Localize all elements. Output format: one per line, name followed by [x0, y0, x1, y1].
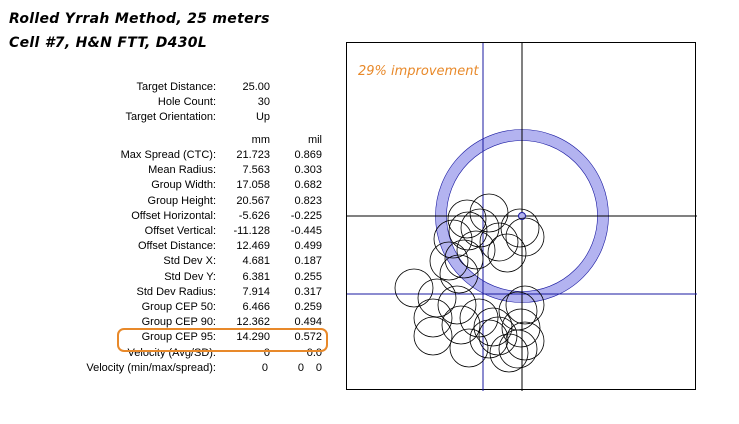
stat-mm-value: 7.563	[242, 164, 270, 177]
target-plot	[346, 42, 697, 391]
stat-mil-value: 0.259	[294, 301, 322, 313]
stat-mil-value: 0.494	[294, 316, 322, 329]
stat-mil-value: 0.303	[294, 164, 322, 177]
info-value: 25.00	[242, 81, 270, 93]
info-label: Hole Count:	[157, 96, 216, 108]
stat-mil-value: 0.572	[294, 331, 322, 344]
stat-mm-value: 21.723	[236, 149, 270, 161]
stat-mm-value: -5.626	[238, 209, 270, 222]
shot-hole	[449, 328, 489, 368]
info-label: Target Distance:	[136, 81, 216, 93]
shot-hole	[433, 219, 473, 259]
shot-hole	[413, 316, 453, 356]
shot-hole	[429, 241, 469, 281]
stat-label: Max Spread (CTC):	[120, 149, 216, 161]
velocity-max: 0	[297, 362, 304, 374]
shot-hole	[448, 211, 488, 251]
stat-label: Group Width:	[151, 179, 216, 192]
shot-hole	[500, 208, 540, 248]
velocity-spread: 0	[315, 362, 322, 374]
target-svg	[347, 43, 697, 391]
stat-mm-value: 6.381	[242, 270, 270, 283]
shot-hole	[498, 329, 538, 369]
stat-mil-value: -0.225	[290, 209, 322, 222]
shot-hole	[417, 278, 457, 318]
velocity-min: 0	[261, 362, 268, 374]
stat-label: Std Dev Radius:	[136, 285, 216, 298]
stat-mil-value: 0.499	[294, 240, 322, 253]
stat-label: Velocity (min/max/spread):	[86, 362, 216, 374]
stat-mm-value: 6.466	[242, 301, 270, 313]
shot-hole	[447, 199, 487, 239]
stat-label: Std Dev X:	[163, 255, 216, 268]
stat-mil-value: 0.682	[294, 179, 322, 192]
shot-hole	[456, 230, 496, 270]
chart-subtitle: Cell #7, H&N FTT, D430L	[9, 35, 208, 51]
stat-label: Group Height:	[147, 194, 216, 207]
shot-hole	[505, 285, 545, 325]
stat-mil-value: 0.255	[294, 270, 322, 283]
shot-hole	[394, 268, 434, 308]
info-label: Target Orientation:	[125, 111, 217, 123]
info-value: Up	[255, 111, 270, 123]
shot-hole	[479, 222, 519, 262]
stat-label: Group CEP 90:	[141, 316, 216, 329]
shot-hole	[460, 208, 500, 248]
info-value: 30	[257, 96, 270, 108]
shot-hole	[489, 333, 529, 373]
shot-hole	[501, 308, 541, 348]
shot-hole	[444, 239, 484, 279]
stat-label: Mean Radius:	[148, 164, 216, 177]
stat-mil-value: 0.187	[294, 255, 322, 268]
shot-hole	[505, 217, 545, 257]
stat-label: Velocity (Avg/SD):	[127, 346, 216, 359]
stat-label: Offset Distance:	[137, 240, 216, 253]
shot-hole	[487, 233, 527, 273]
stat-mm-value: 14.290	[236, 331, 270, 344]
shot-hole	[437, 285, 477, 325]
cep95-highlight-box	[117, 328, 328, 352]
stat-mm-value: 7.914	[242, 285, 270, 298]
stat-mm-value: 17.058	[236, 179, 270, 192]
stat-mm-value: 0	[263, 346, 270, 359]
stat-mm-value: 12.469	[236, 240, 270, 253]
stat-mil-value: 0.0	[306, 346, 322, 359]
stat-label: Offset Horizontal:	[131, 209, 216, 222]
stat-mil-value: 0.869	[294, 149, 322, 161]
unit-mm-header: mm	[251, 134, 270, 146]
shot-hole	[439, 254, 479, 294]
stat-mil-value: -0.445	[290, 225, 322, 237]
shot-hole	[505, 321, 545, 361]
stat-label: Offset Vertical:	[144, 225, 216, 237]
stat-label: Group CEP 95:	[141, 331, 216, 344]
stat-mil-value: 0.317	[294, 285, 322, 298]
improvement-note: 29% improvement	[358, 64, 479, 79]
unit-mil-header: mil	[307, 134, 322, 146]
shot-hole	[469, 319, 509, 359]
stat-label: Group CEP 50:	[141, 301, 216, 313]
stat-mm-value: -11.128	[233, 225, 271, 237]
shot-hole	[441, 305, 481, 345]
shot-hole	[413, 298, 453, 338]
chart-title: Rolled Yrrah Method, 25 meters	[9, 11, 270, 27]
stat-mm-value: 12.362	[236, 316, 270, 329]
stat-mm-value: 4.681	[242, 255, 270, 268]
stat-mm-value: 20.567	[236, 194, 270, 207]
stat-label: Std Dev Y:	[164, 270, 216, 283]
stat-mil-value: 0.823	[294, 194, 322, 207]
